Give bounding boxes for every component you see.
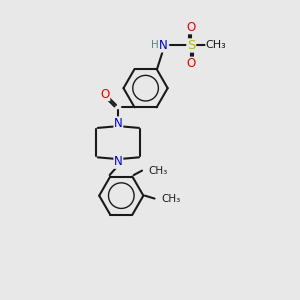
Text: S: S	[187, 39, 195, 52]
Text: O: O	[187, 21, 196, 34]
Text: N: N	[114, 155, 123, 168]
Text: N: N	[159, 39, 168, 52]
Text: CH₃: CH₃	[206, 40, 226, 50]
Text: N: N	[114, 117, 123, 130]
Text: CH₃: CH₃	[161, 194, 180, 204]
Text: O: O	[100, 88, 110, 100]
Text: H: H	[151, 40, 159, 50]
Text: CH₃: CH₃	[148, 166, 168, 176]
Text: O: O	[187, 57, 196, 70]
